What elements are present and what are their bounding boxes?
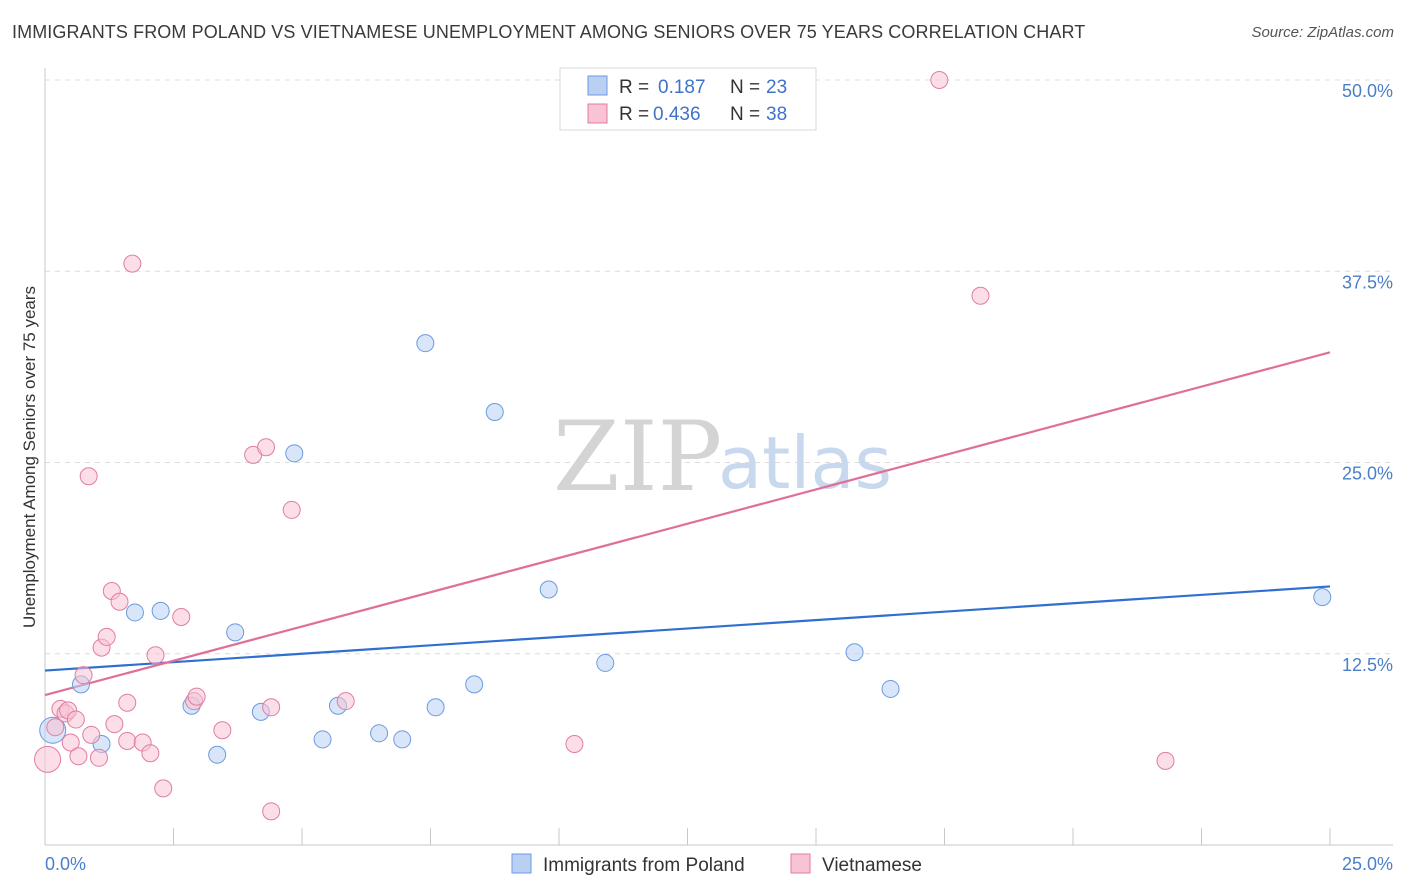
x-ticks [173,828,1331,845]
point-vietnamese [123,254,142,273]
legend-n-label-poland: N = [730,77,760,98]
gridlines [45,79,1393,655]
point-vietnamese [118,693,137,712]
legend-n-value-vietnamese: 38 [766,104,787,125]
legend-r-label-poland: R = [619,77,649,98]
watermark-atlas: atlas [718,421,892,505]
series-legend-label-vietnamese: Vietnamese [822,855,922,876]
point-poland [313,730,332,749]
trend-lines [44,351,1331,697]
legend-r-value-vietnamese: 0.436 [653,104,701,125]
point-vietnamese [930,71,949,89]
point-vietnamese [141,744,160,763]
point-poland [416,334,435,353]
y-axis-label: Unemployment Among Seniors over 75 years [20,286,39,628]
y-tick-label: 37.5% [1342,272,1393,292]
legend-swatch-vietnamese [587,103,608,124]
point-vietnamese [82,725,101,744]
point-poland [465,675,484,694]
point-poland [485,403,504,422]
point-vietnamese [213,721,232,740]
x-tick-label-min: 0.0% [45,854,86,874]
point-poland [539,580,558,599]
point-poland [393,730,412,749]
point-vietnamese [146,646,165,665]
chart-source: Source: ZipAtlas.com [1251,24,1394,41]
axes [44,68,1393,846]
legend-r-value-poland: 0.187 [658,77,706,98]
y-tick-label: 50.0% [1342,81,1393,101]
legend: R = 0.187 N = 23 R = 0.436 N = 38 [559,67,817,131]
point-vietnamese [66,710,85,729]
series-legend: Immigrants from Poland Vietnamese [511,853,922,876]
trend-line-vietnamese [44,351,1331,697]
legend-r-label-vietnamese: R = [619,104,649,125]
series-legend-swatch-poland [511,853,532,874]
point-poland [845,643,864,662]
legend-n-value-poland: 23 [766,77,787,98]
point-vietnamese [118,731,137,750]
point-vietnamese [34,745,62,773]
point-vietnamese [282,500,301,519]
point-poland [125,603,144,622]
point-vietnamese [262,698,281,717]
y-tick-labels: 12.5% 25.0% 37.5% 50.0% [1342,81,1393,675]
point-poland [285,444,304,463]
point-poland [881,679,900,698]
point-vietnamese [187,687,206,706]
point-vietnamese [257,438,276,457]
point-poland [151,601,170,620]
point-vietnamese [69,747,88,766]
point-vietnamese [336,692,355,711]
point-vietnamese [46,718,65,737]
x-tick-label-max: 25.0% [1342,854,1393,874]
point-vietnamese [262,802,281,821]
point-poland [370,724,389,743]
point-vietnamese [971,286,990,305]
point-vietnamese [110,592,129,611]
point-vietnamese [74,666,93,685]
legend-swatch-poland [587,75,608,96]
point-vietnamese [61,733,80,752]
legend-n-label-vietnamese: N = [730,104,760,125]
point-poland [426,698,445,717]
point-vietnamese [89,748,108,767]
trend-line-poland [44,585,1331,672]
point-vietnamese [154,779,173,798]
point-poland [226,623,245,642]
series-legend-label-poland: Immigrants from Poland [543,855,745,876]
point-poland [596,653,615,672]
point-poland [208,745,227,764]
point-vietnamese [565,735,584,754]
point-vietnamese [97,627,116,646]
data-points [34,71,1332,821]
watermark: ZIP atlas [553,401,892,513]
watermark-zip: ZIP [553,401,722,513]
point-vietnamese [172,608,191,627]
point-poland [1313,588,1332,607]
point-vietnamese [1156,751,1175,770]
y-tick-label: 25.0% [1342,464,1393,484]
series-legend-swatch-vietnamese [790,853,811,874]
point-vietnamese [79,467,98,486]
chart-title: IMMIGRANTS FROM POLAND VS VIETNAMESE UNE… [12,22,1086,42]
y-tick-label: 12.5% [1342,655,1393,675]
point-vietnamese [105,715,124,734]
